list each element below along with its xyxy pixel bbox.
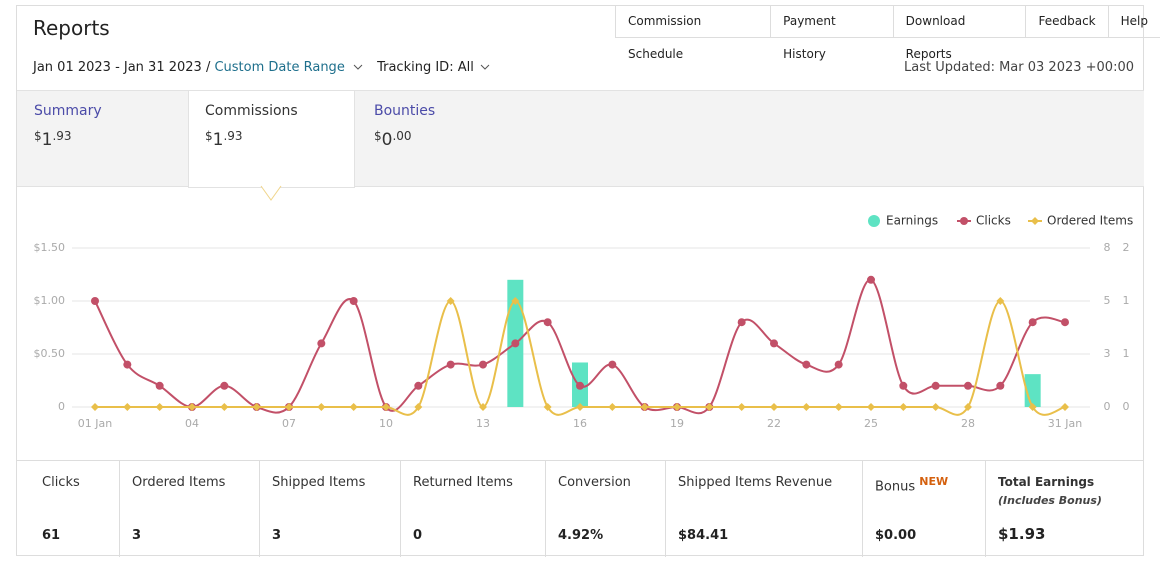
currency: $ (374, 129, 382, 143)
stat-label: Conversion (558, 475, 631, 490)
date-range: Jan 01 2023 - Jan 31 2023 / (33, 60, 211, 75)
stat-value: $84.41 (678, 528, 729, 543)
tabs: Summary $1.93 Commissions $1.93 Bounties… (17, 90, 1144, 188)
stat-value: $1.93 (998, 525, 1046, 543)
stat-label: Shipped Items (272, 475, 366, 490)
tab-label: Summary (34, 103, 102, 119)
whole: 1 (41, 130, 53, 150)
stat-label: Total Earnings (998, 475, 1095, 489)
stat-label: Returned Items (413, 475, 513, 490)
stat: Shipped Items Revenue $84.41 (665, 461, 862, 557)
tab-label: Commissions (205, 103, 298, 119)
date-range-link[interactable]: Custom Date Range (214, 60, 345, 75)
stat-value: 0 (413, 528, 423, 543)
tab-label: Bounties (374, 103, 436, 119)
fraction: .00 (392, 129, 412, 143)
stat: Clicks 61 (17, 461, 119, 557)
tracking-filter[interactable]: Tracking ID: All (377, 60, 474, 75)
stat-value: 4.92% (558, 528, 604, 543)
tab-amount: $0.00 (374, 129, 412, 150)
chevron (353, 64, 363, 70)
whole: 0 (381, 130, 393, 150)
stat-note: (Includes Bonus) (998, 494, 1102, 507)
badge: NEW (919, 475, 949, 488)
nav-button[interactable]: Feedback (1025, 5, 1108, 38)
tab-amount: $1.93 (205, 129, 243, 150)
stat-value: 61 (42, 528, 61, 543)
stat-label: Ordered Items (132, 475, 226, 490)
fraction: .93 (52, 129, 72, 143)
date-filter: Jan 01 2023 - Jan 31 2023 / Custom Date … (33, 60, 490, 75)
tab-amount: $1.93 (34, 129, 72, 150)
nav-button[interactable]: Commission Schedule (615, 5, 771, 61)
tab-active[interactable]: Commissions $1.93 (188, 91, 355, 188)
stat: Conversion 4.92% (545, 461, 665, 557)
fraction: .93 (223, 129, 243, 143)
stat-label: Bonus NEW (875, 475, 948, 494)
stat-value: 3 (132, 528, 142, 543)
nav-button[interactable]: Help (1107, 5, 1160, 38)
stat: Returned Items 0 (400, 461, 545, 557)
stat: Total Earnings (Includes Bonus) $1.93 (985, 461, 1144, 557)
stat-label: Clicks (42, 475, 80, 490)
nav-button[interactable]: Payment History (770, 5, 893, 61)
stat-value: $0.00 (875, 528, 917, 543)
stat: Shipped Items 3 (259, 461, 400, 557)
label-text: Bonus (875, 479, 916, 495)
chevron (480, 64, 490, 70)
tab[interactable]: Summary $1.93 (34, 91, 184, 186)
nav: Commission Schedule Payment History Down… (615, 5, 1160, 61)
stat: Bonus NEW $0.00 (862, 461, 985, 557)
currency: $ (34, 129, 42, 143)
title: Reports (33, 16, 110, 40)
stat-value: 3 (272, 528, 282, 543)
last-updated: Last Updated: Mar 03 2023 +00:00 (904, 60, 1134, 75)
nav-button[interactable]: Download Reports (892, 5, 1026, 61)
report-panel (16, 5, 1144, 556)
stats: Clicks 61 Ordered Items 3 Shipped Items 3 R… (17, 460, 1144, 557)
stat: Ordered Items 3 (119, 461, 259, 557)
tab[interactable]: Bounties $0.00 (374, 91, 524, 186)
currency: $ (205, 129, 213, 143)
whole: 1 (212, 130, 224, 150)
stat-label: Shipped Items Revenue (678, 475, 833, 490)
